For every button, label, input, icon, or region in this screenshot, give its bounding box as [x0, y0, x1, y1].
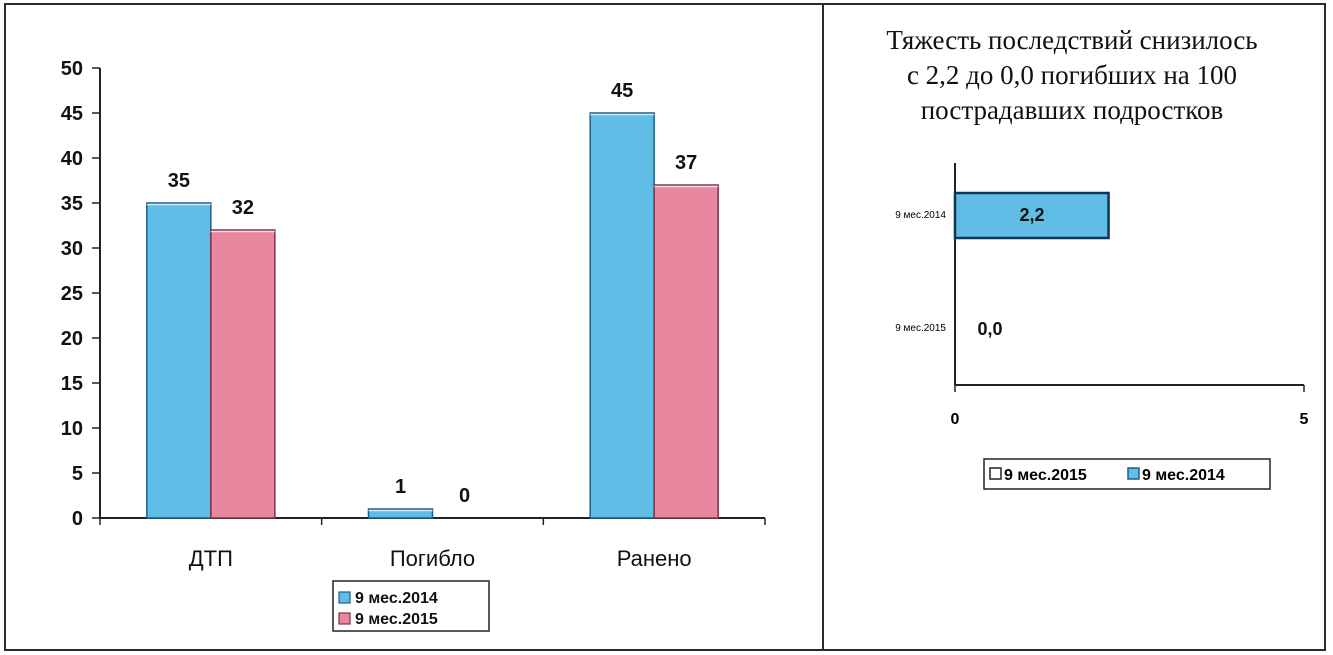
- left-bar-2014: [146, 202, 212, 519]
- right-category-label-2015: 9 мес.2015: [895, 323, 946, 334]
- left-y-axis-ticks: 0 5 10 15 20 25 30 35 40 45 50: [61, 58, 100, 530]
- left-bar-2015: [653, 184, 719, 519]
- left-y-tick-label: 15: [61, 373, 83, 395]
- left-x-axis-ticks: [99, 518, 766, 525]
- left-data-label: 37: [675, 152, 697, 174]
- legend-swatch-2014-blue: [1127, 467, 1140, 480]
- legend-swatch-2015: [338, 612, 351, 625]
- right-x-tick-label-0: 0: [951, 411, 960, 428]
- right-category-label-2014: 9 мес.2014: [895, 210, 946, 221]
- legend-swatch-2015-empty: [989, 467, 1002, 480]
- right-legend-box: [983, 458, 1271, 490]
- left-y-tick-label: 20: [61, 328, 83, 350]
- left-y-tick-label: 0: [72, 508, 83, 530]
- right-bar-2014: [953, 191, 1110, 240]
- left-category-labels: ДТП Погибло Ранено: [189, 546, 692, 571]
- left-bar-2014: [367, 508, 434, 519]
- legend-swatch-2014: [338, 591, 351, 604]
- left-y-tick-label: 35: [61, 193, 83, 215]
- left-data-label: 1: [395, 476, 406, 498]
- right-chart-title-line-2: с 2,2 до 0,0 погибших на 100: [907, 60, 1237, 90]
- right-chart: Тяжесть последствий снизилось с 2,2 до 0…: [886, 25, 1309, 490]
- left-data-label: 0: [459, 485, 470, 507]
- figure-frame: [4, 3, 1326, 651]
- left-category-label: ДТП: [189, 546, 233, 571]
- left-y-tick-label: 40: [61, 148, 83, 170]
- right-data-label-2014: 2,2: [1019, 205, 1044, 225]
- left-y-tick-label: 45: [61, 103, 83, 125]
- left-legend-entry-2015: 9 мес.2015: [355, 611, 438, 628]
- left-legend: 9 мес.2014 9 мес.2015: [332, 580, 490, 632]
- left-data-label: 45: [611, 80, 633, 102]
- left-y-tick-label: 5: [72, 463, 83, 485]
- left-legend-entry-2014: 9 мес.2014: [355, 590, 438, 607]
- left-legend-box: [332, 580, 490, 632]
- right-legend-entry-2015: 9 мес.2015: [1004, 467, 1087, 484]
- left-bars: [146, 112, 719, 519]
- right-x-tick-label-5: 5: [1300, 411, 1309, 428]
- left-data-label: 32: [232, 197, 254, 219]
- left-data-labels: 35 32 1 0 45 37: [168, 80, 698, 507]
- left-data-label: 35: [168, 170, 190, 192]
- right-legend-entry-2014: 9 мес.2014: [1142, 467, 1225, 484]
- left-y-tick-label: 10: [61, 418, 83, 440]
- left-bar-2015: [210, 229, 276, 519]
- right-chart-title-line-3: пострадавших подростков: [921, 95, 1224, 125]
- right-bars: [953, 191, 1110, 240]
- left-category-label: Ранено: [617, 546, 692, 571]
- right-data-label-2015: 0,0: [977, 319, 1002, 339]
- left-y-tick-label: 30: [61, 238, 83, 260]
- left-y-tick-label: 25: [61, 283, 83, 305]
- right-chart-title-line-1: Тяжесть последствий снизилось: [886, 25, 1257, 55]
- panel-divider: [822, 3, 824, 651]
- right-legend: 9 мес.2015 9 мес.2014: [983, 458, 1271, 490]
- left-category-label: Погибло: [390, 546, 475, 571]
- left-bar-2014: [589, 112, 655, 519]
- left-y-tick-label: 50: [61, 58, 83, 80]
